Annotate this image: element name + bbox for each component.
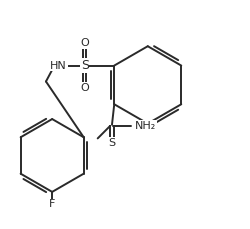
Text: O: O [80,83,89,93]
Text: F: F [49,199,55,209]
Text: NH₂: NH₂ [135,121,156,131]
Text: HN: HN [50,60,67,71]
Text: S: S [108,138,116,148]
Text: O: O [80,38,89,49]
Text: S: S [81,59,89,72]
